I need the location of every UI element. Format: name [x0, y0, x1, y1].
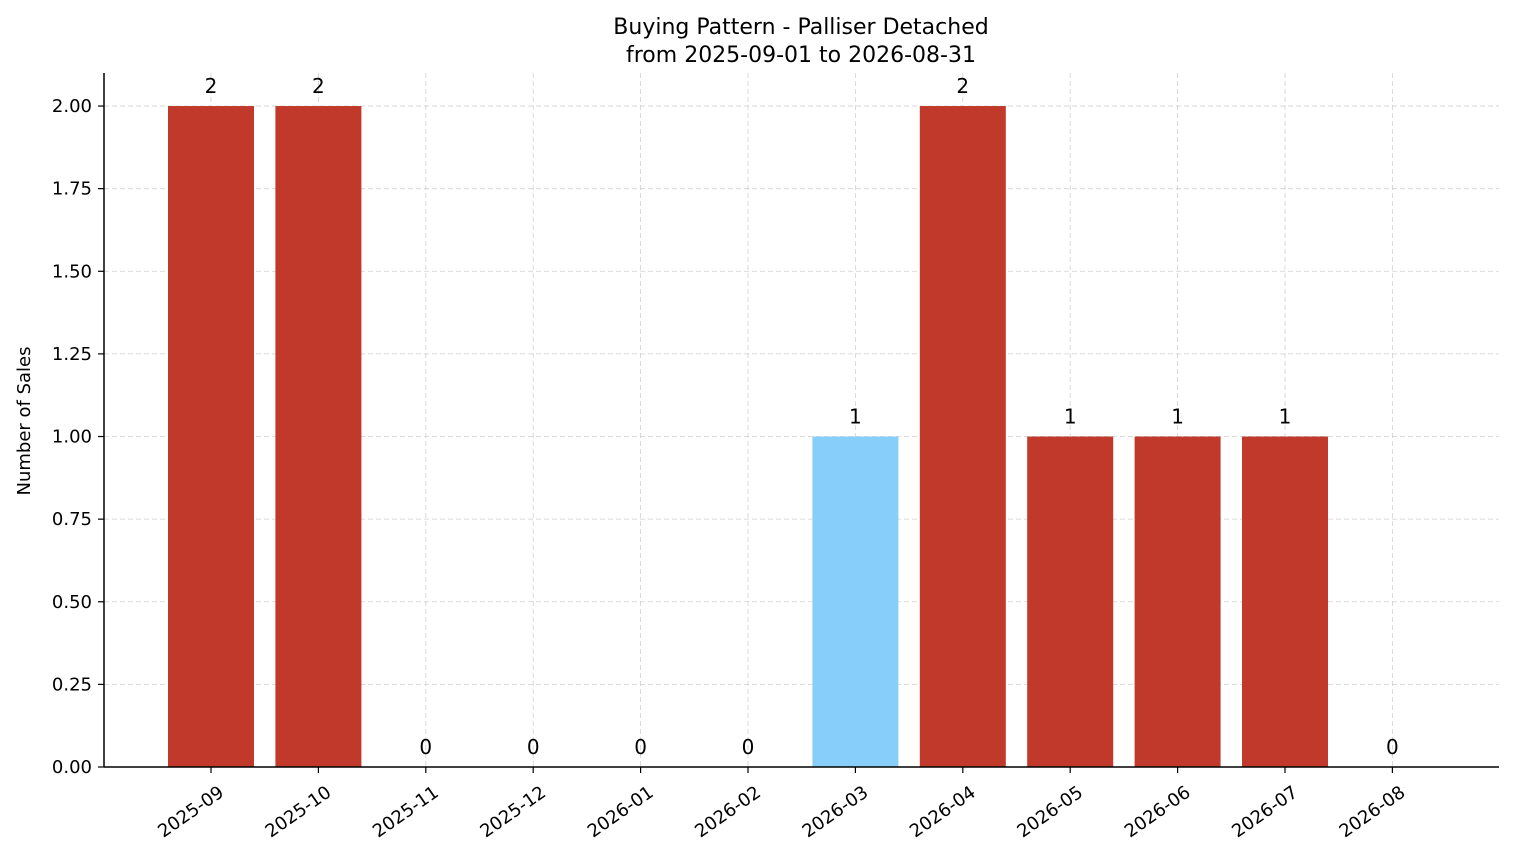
data-labels: 2 2 0 0 0 0 1 2 1 1 1 0 [205, 74, 1399, 759]
x-tick-label: 2025-10 [262, 782, 336, 842]
chart-subtitle: from 2025-09-01 to 2026-08-31 [626, 43, 976, 68]
y-tick-label: 1.75 [52, 179, 92, 200]
data-label-2025-11: 0 [419, 735, 432, 759]
y-tick-label: 1.00 [52, 427, 92, 448]
x-tick-label: 2025-11 [369, 782, 443, 842]
y-tick-label: 1.25 [52, 344, 92, 365]
x-tick-label: 2026-05 [1013, 782, 1087, 842]
data-label-2025-09: 2 [205, 74, 218, 98]
x-tick-label: 2026-07 [1228, 782, 1302, 842]
data-label-2026-07: 1 [1279, 405, 1292, 429]
data-label-2026-08: 0 [1386, 735, 1399, 759]
data-label-2026-02: 0 [742, 735, 755, 759]
data-label-2026-03: 1 [849, 405, 862, 429]
x-tick-label: 2025-12 [476, 782, 550, 842]
bar-2025-10 [275, 106, 362, 768]
y-tick-label: 0.50 [52, 592, 92, 613]
x-tick-label: 2026-02 [691, 782, 765, 842]
bar-2026-05 [1027, 436, 1114, 767]
y-ticks: 0.00 0.25 0.50 0.75 1.00 1.25 1.50 1.75 2.00 [52, 96, 104, 778]
y-tick-label: 0.75 [52, 509, 92, 530]
y-tick-label: 1.50 [52, 261, 92, 282]
bar-2026-04 [919, 106, 1006, 768]
data-label-2025-10: 2 [312, 74, 325, 98]
x-tick-label: 2026-03 [799, 782, 873, 842]
x-tick-label: 2026-01 [584, 782, 658, 842]
data-label-2026-05: 1 [1064, 405, 1077, 429]
bars [168, 106, 1328, 768]
chart-title: Buying Pattern - Palliser Detached [613, 15, 988, 40]
y-tick-label: 0.00 [52, 757, 92, 778]
bar-2026-03 [812, 436, 899, 767]
x-tick-label: 2025-09 [154, 782, 228, 842]
bar-2026-06 [1134, 436, 1221, 767]
data-label-2026-01: 0 [634, 735, 647, 759]
y-tick-label: 2.00 [52, 96, 92, 117]
x-tick-label: 2026-04 [906, 782, 980, 842]
x-tick-label: 2026-08 [1336, 782, 1410, 842]
x-ticks: 2025-09 2025-10 2025-11 2025-12 2026-01 2026-… [154, 767, 1409, 842]
data-label-2025-12: 0 [527, 735, 540, 759]
y-axis-label: Number of Sales [14, 346, 35, 495]
bar-2025-09 [168, 106, 254, 768]
x-tick-label: 2026-06 [1121, 782, 1195, 842]
bar-2026-07 [1242, 436, 1328, 767]
data-label-2026-04: 2 [956, 74, 969, 98]
y-tick-label: 0.25 [52, 674, 92, 695]
data-label-2026-06: 1 [1171, 405, 1184, 429]
